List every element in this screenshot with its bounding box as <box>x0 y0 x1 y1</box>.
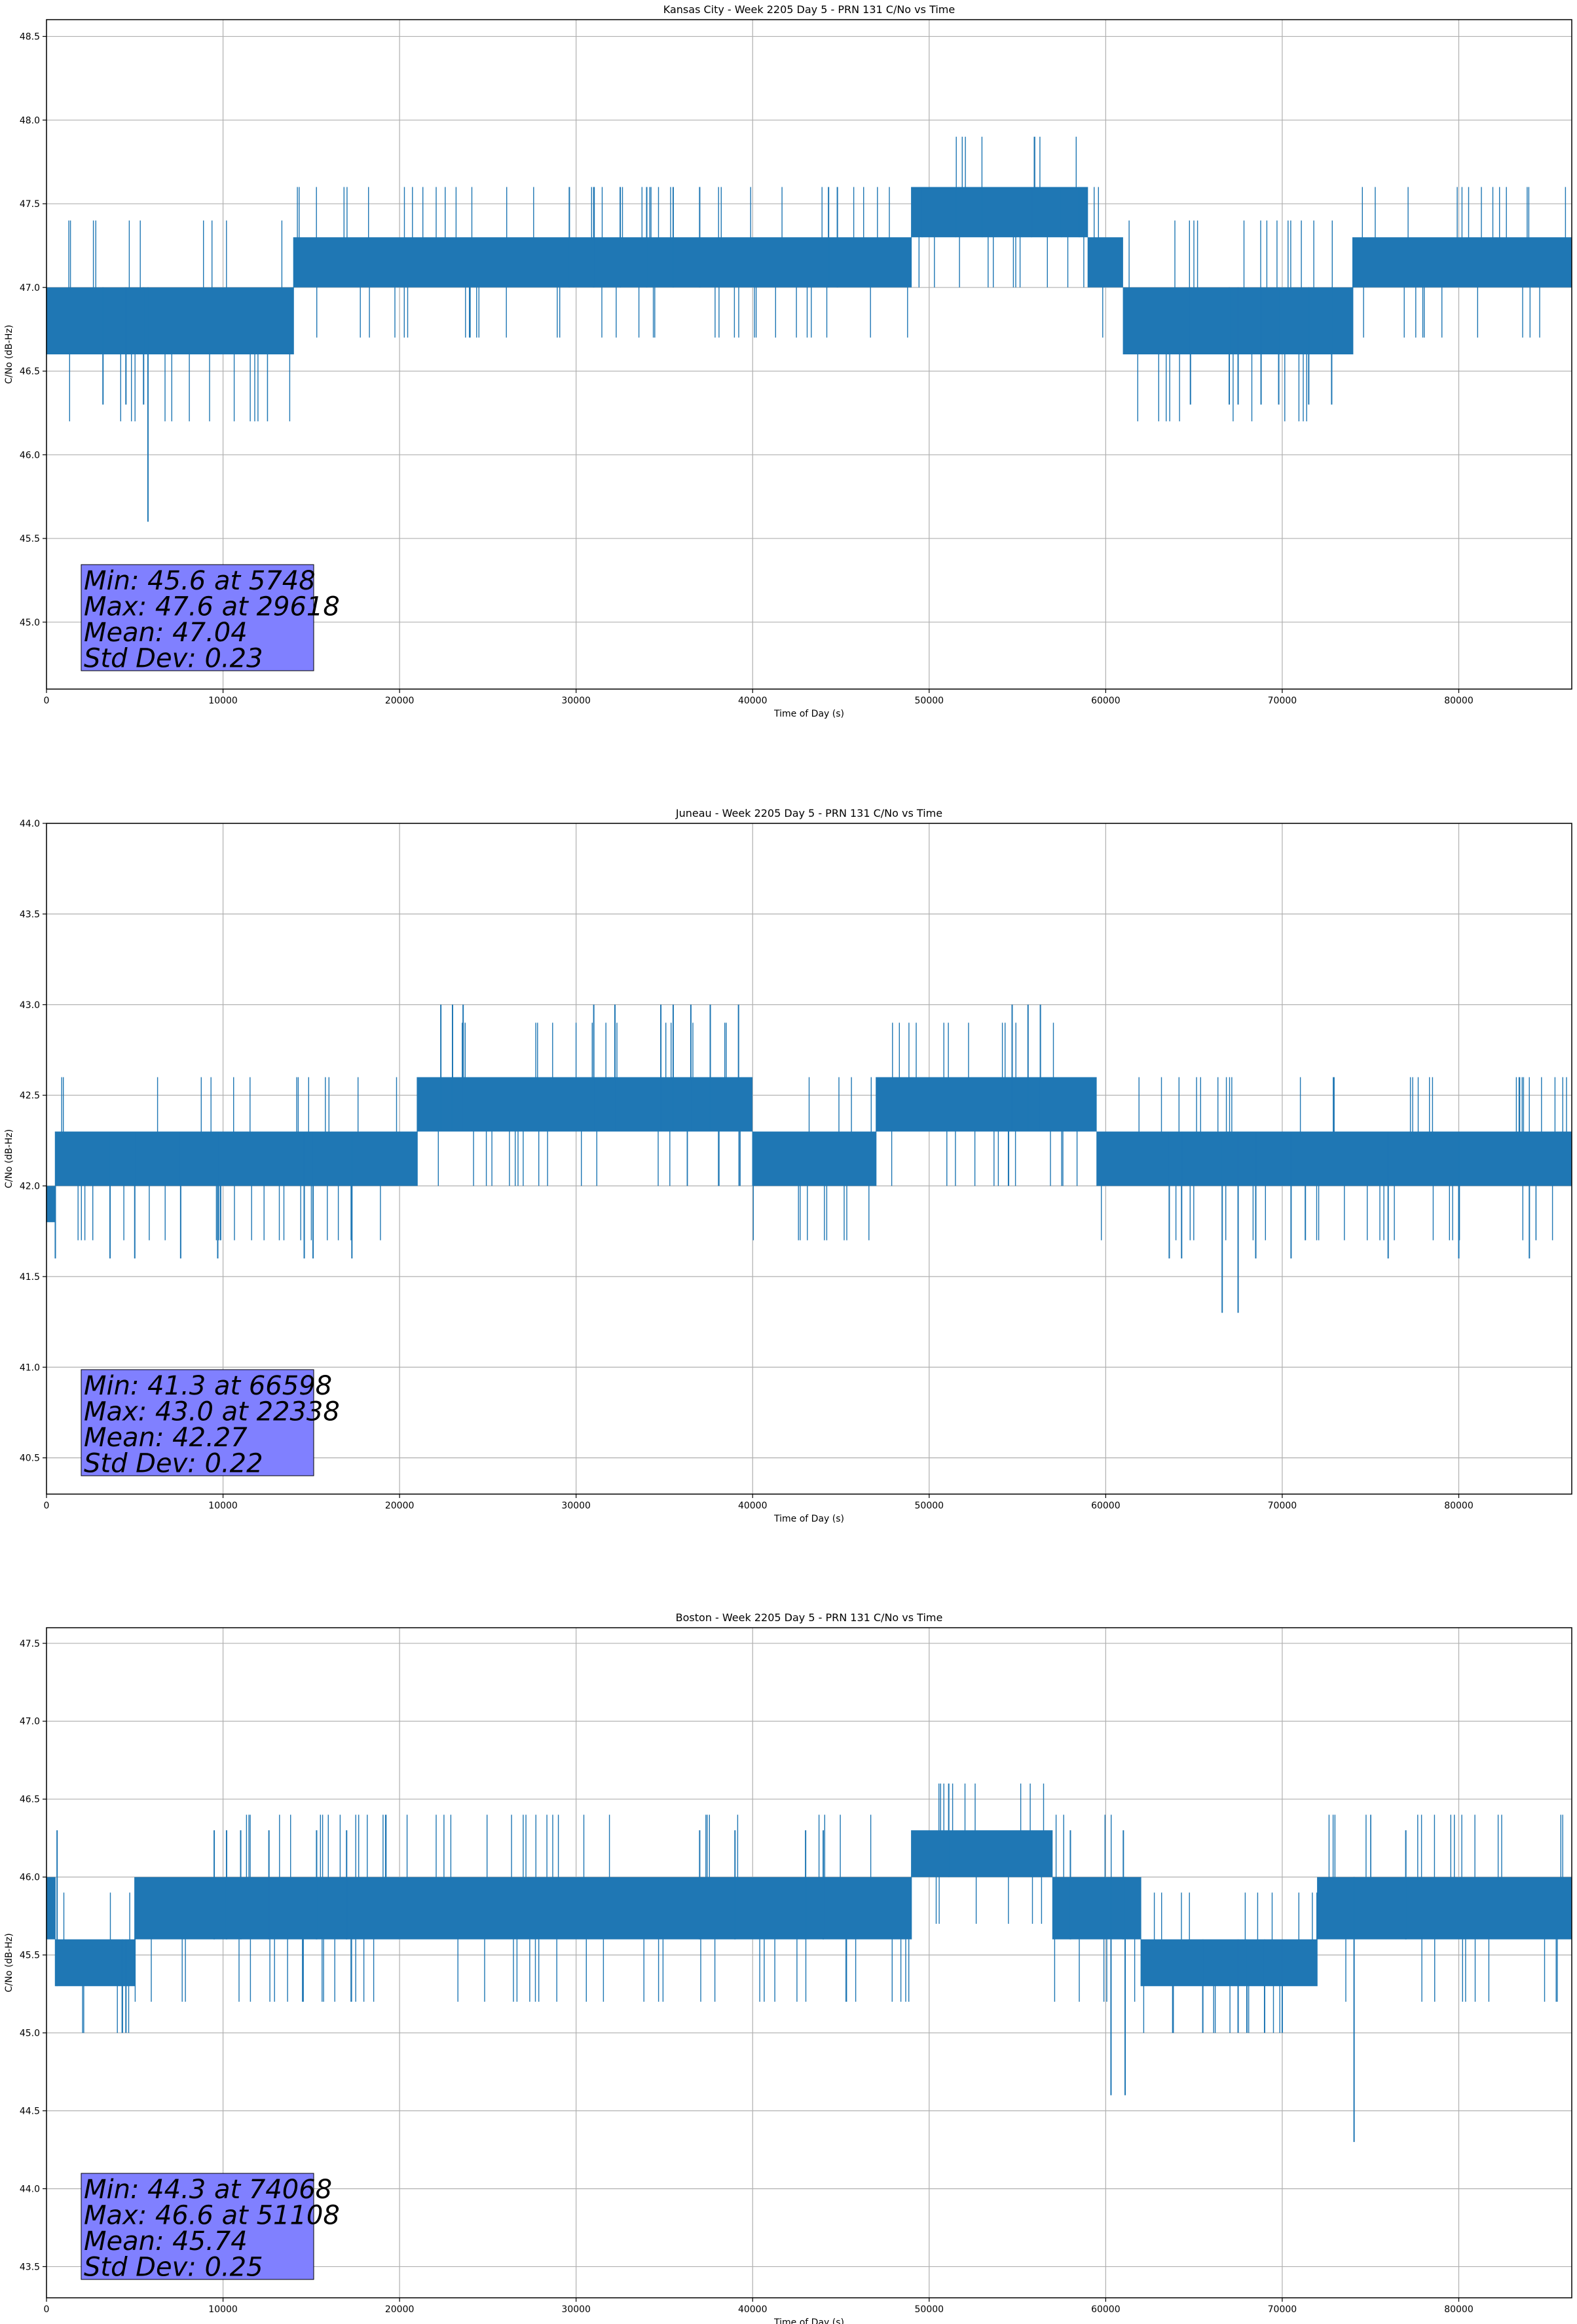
chart-title: Boston - Week 2205 Day 5 - PRN 131 C/No … <box>676 1611 943 1624</box>
y-tick-label: 48.0 <box>20 115 40 126</box>
y-tick-label: 43.0 <box>20 1000 40 1011</box>
y-tick-label: 42.0 <box>20 1182 40 1192</box>
x-tick-label: 10000 <box>208 2304 238 2315</box>
y-axis-label: C/No (dB-Hz) <box>4 325 14 384</box>
stats-box <box>81 2173 314 2280</box>
y-tick-label: 46.5 <box>20 367 40 377</box>
stats-line: Max: 43.0 at 22338 <box>84 1397 340 1427</box>
axes-frame <box>46 19 1572 690</box>
x-tick-label: 70000 <box>1268 2304 1297 2315</box>
x-tick-label: 40000 <box>738 2304 768 2315</box>
x-tick-label: 0 <box>44 2304 50 2315</box>
x-tick-label: 40000 <box>738 1501 768 1511</box>
y-tick-label: 43.5 <box>20 909 40 920</box>
chart-title: Juneau - Week 2205 Day 5 - PRN 131 C/No … <box>675 807 942 819</box>
x-tick-label: 80000 <box>1444 2304 1474 2315</box>
stats-line: Mean: 42.27 <box>84 1423 248 1453</box>
axes-frame <box>46 823 1572 1495</box>
y-tick-label: 45.0 <box>20 618 40 628</box>
stats-line: Mean: 47.04 <box>84 618 248 648</box>
y-tick-label: 41.5 <box>20 1272 40 1283</box>
y-tick-label: 45.0 <box>20 2029 40 2039</box>
x-tick-label: 10000 <box>208 696 238 706</box>
x-tick-label: 0 <box>44 1501 50 1511</box>
x-tick-label: 30000 <box>561 1501 591 1511</box>
y-tick-label: 42.5 <box>20 1091 40 1101</box>
y-tick-label: 40.5 <box>20 1453 40 1464</box>
series-line <box>46 1022 1572 1241</box>
y-tick-label: 47.0 <box>20 1717 40 1727</box>
chart-1: 0 10000 20000 30000 40000 50000 60000 70000 8000… <box>4 807 1572 1524</box>
series-line <box>46 136 1572 422</box>
x-tick-label: 80000 <box>1444 696 1474 706</box>
x-tick-label: 30000 <box>561 2304 591 2315</box>
y-tick-label: 47.5 <box>20 199 40 210</box>
x-tick-label: 80000 <box>1444 1501 1474 1511</box>
x-tick-label: 50000 <box>915 2304 944 2315</box>
stats-line: Min: 45.6 at 5748 <box>84 566 316 596</box>
x-tick-label: 30000 <box>561 696 591 706</box>
x-tick-label: 10000 <box>208 1501 238 1511</box>
x-tick-label: 60000 <box>1091 2304 1121 2315</box>
y-tick-label: 44.0 <box>20 2184 40 2194</box>
stats-line: Std Dev: 0.22 <box>84 1449 263 1479</box>
x-tick-label: 50000 <box>915 696 944 706</box>
y-axis-label: C/No (dB-Hz) <box>4 1129 14 1188</box>
stats-line: Min: 41.3 at 66598 <box>84 1371 332 1401</box>
x-tick-label: 60000 <box>1091 1501 1121 1511</box>
x-tick-label: 50000 <box>915 1501 944 1511</box>
stats-box <box>81 1369 314 1476</box>
chart-title: Kansas City - Week 2205 Day 5 - PRN 131 … <box>663 3 955 16</box>
x-axis-label: Time of Day (s) <box>773 709 844 719</box>
y-tick-label: 41.0 <box>20 1362 40 1373</box>
stats-box <box>81 564 314 671</box>
x-axis-label: Time of Day (s) <box>773 1514 844 1524</box>
x-tick-label: 40000 <box>738 696 768 706</box>
x-tick-label: 20000 <box>385 1501 415 1511</box>
x-tick-label: 70000 <box>1268 1501 1297 1511</box>
y-tick-label: 43.5 <box>20 2262 40 2272</box>
stats-line: Min: 44.3 at 74068 <box>84 2175 332 2205</box>
y-tick-label: 45.5 <box>20 1951 40 1961</box>
x-tick-label: 60000 <box>1091 696 1121 706</box>
stats-line: Max: 46.6 at 51108 <box>84 2201 340 2231</box>
x-tick-label: 0 <box>44 696 50 706</box>
x-tick-label: 20000 <box>385 696 415 706</box>
x-tick-label: 70000 <box>1268 696 1297 706</box>
x-tick-label: 20000 <box>385 2304 415 2315</box>
series-line <box>46 1783 1572 2033</box>
axes-frame <box>46 1627 1572 2298</box>
chart-2: 0 10000 20000 30000 40000 50000 60000 70000 8000… <box>4 1611 1572 2324</box>
y-tick-label: 47.5 <box>20 1639 40 1649</box>
stats-line: Max: 47.6 at 29618 <box>84 592 340 622</box>
y-tick-label: 46.5 <box>20 1795 40 1805</box>
stats-line: Std Dev: 0.23 <box>84 644 263 674</box>
stats-line: Mean: 45.74 <box>84 2226 248 2257</box>
y-tick-label: 47.0 <box>20 283 40 293</box>
y-tick-label: 44.0 <box>20 819 40 829</box>
y-tick-label: 46.0 <box>20 450 40 460</box>
stats-line: Std Dev: 0.25 <box>84 2253 263 2283</box>
x-axis-label: Time of Day (s) <box>773 2317 844 2324</box>
y-tick-label: 45.5 <box>20 534 40 544</box>
y-axis-label: C/No (dB-Hz) <box>4 1933 14 1992</box>
y-tick-label: 46.0 <box>20 1873 40 1883</box>
chart-0: 0 10000 20000 30000 40000 50000 60000 70000 8000… <box>4 3 1572 719</box>
y-tick-label: 48.5 <box>20 32 40 43</box>
y-tick-label: 44.5 <box>20 2107 40 2117</box>
